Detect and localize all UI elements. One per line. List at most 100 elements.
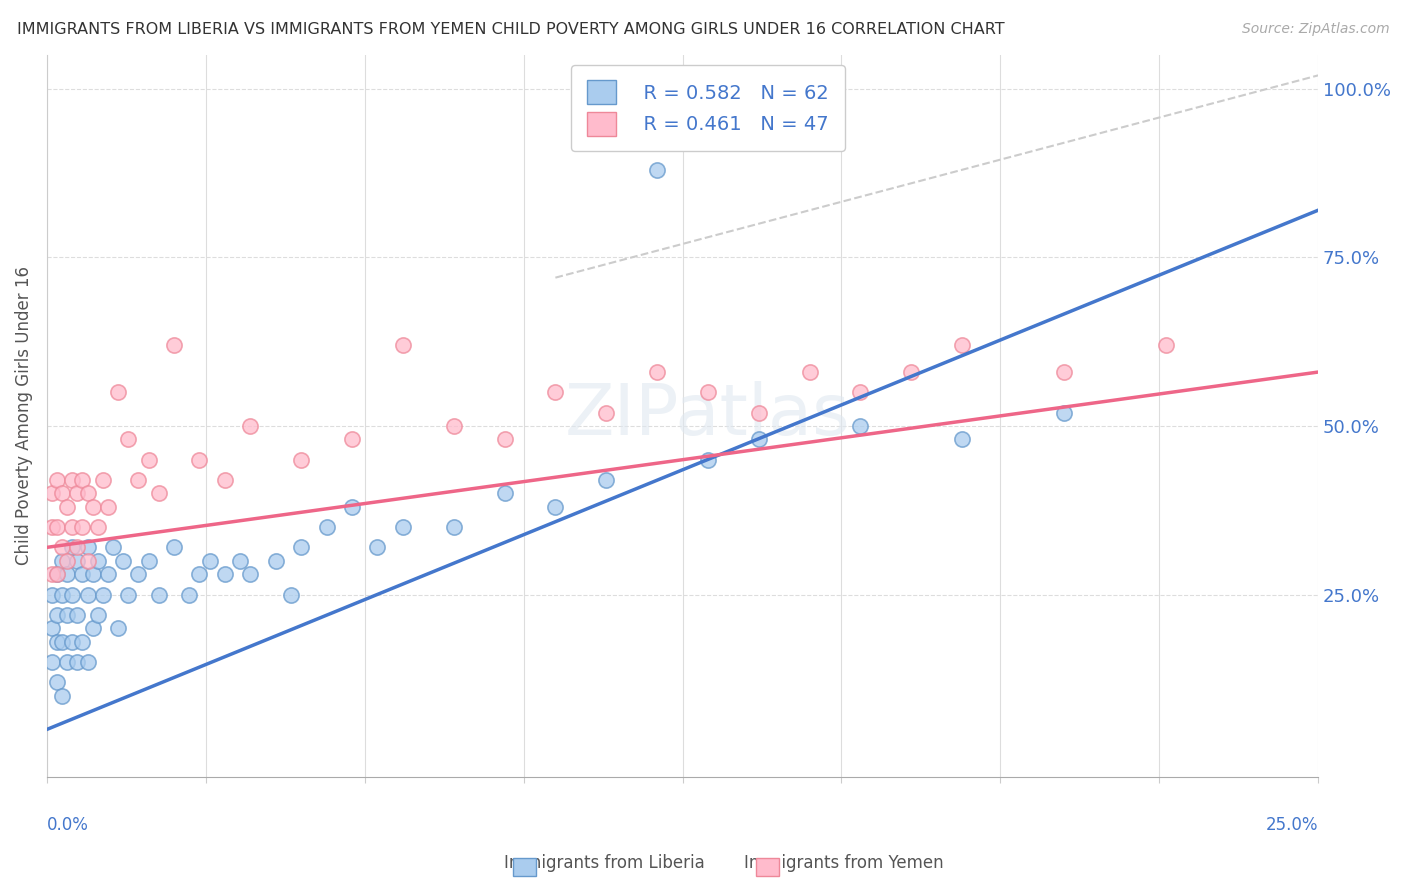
Point [148,486,170,500]
Point [290,541,312,555]
Text: ZIPatlas: ZIPatlas [565,382,851,450]
Point [51,634,73,648]
Point [748,433,770,447]
Point [900,365,922,379]
Text: Immigrants from Liberia: Immigrants from Liberia [505,855,704,872]
Point [443,419,465,434]
Point [72,473,94,487]
Point [51,554,73,568]
Point [41,588,63,602]
Point [66,655,89,669]
Point [138,554,160,568]
Y-axis label: Child Poverty Among Girls Under 16: Child Poverty Among Girls Under 16 [15,267,32,566]
Point [595,405,617,419]
Point [82,567,104,582]
Point [46,675,69,690]
Point [127,567,149,582]
Point [595,473,617,487]
Point [163,338,186,352]
Point [97,500,120,514]
Point [91,473,114,487]
Point [101,541,124,555]
Point [112,554,135,568]
Point [645,162,668,177]
Point [56,500,79,514]
Point [60,634,83,648]
Point [748,405,770,419]
Point [66,541,89,555]
Point [849,419,872,434]
Point [51,689,73,703]
Point [1053,365,1076,379]
Point [179,588,201,602]
Point [849,385,872,400]
Point [340,500,363,514]
Point [76,486,98,500]
Point [264,554,287,568]
Legend:   R = 0.582   N = 62,   R = 0.461   N = 47: R = 0.582 N = 62, R = 0.461 N = 47 [571,65,845,152]
Point [188,452,211,467]
Point [66,607,89,622]
Point [46,520,69,534]
Point [82,500,104,514]
Point [163,541,186,555]
Point [87,520,110,534]
Point [56,554,79,568]
Point [107,385,129,400]
Point [138,452,160,467]
Point [127,473,149,487]
Point [697,385,720,400]
Point [41,520,63,534]
Point [148,588,170,602]
Point [188,567,211,582]
Point [60,541,83,555]
Point [41,567,63,582]
Point [239,567,262,582]
Point [56,607,79,622]
Point [950,338,973,352]
Point [229,554,252,568]
Point [198,554,221,568]
Point [645,365,668,379]
Point [544,385,567,400]
Point [76,554,98,568]
Point [51,588,73,602]
Point [494,486,516,500]
Point [214,473,236,487]
Point [280,588,302,602]
Point [494,433,516,447]
Point [239,419,262,434]
Point [76,655,98,669]
Point [41,621,63,635]
Point [51,541,73,555]
Point [392,338,415,352]
Point [117,588,139,602]
Point [56,567,79,582]
Point [60,588,83,602]
Point [72,520,94,534]
Point [46,607,69,622]
Point [366,541,388,555]
Point [46,567,69,582]
Point [392,520,415,534]
Point [72,567,94,582]
Point [76,541,98,555]
Point [117,433,139,447]
Text: Source: ZipAtlas.com: Source: ZipAtlas.com [1241,22,1389,37]
Point [97,567,120,582]
Point [87,554,110,568]
Point [544,500,567,514]
Text: IMMIGRANTS FROM LIBERIA VS IMMIGRANTS FROM YEMEN CHILD POVERTY AMONG GIRLS UNDER: IMMIGRANTS FROM LIBERIA VS IMMIGRANTS FR… [17,22,1004,37]
Point [1154,338,1177,352]
Point [41,655,63,669]
Text: Immigrants from Yemen: Immigrants from Yemen [744,855,943,872]
Point [315,520,337,534]
Point [41,486,63,500]
Text: 25.0%: 25.0% [1265,816,1319,834]
Point [340,433,363,447]
Point [82,621,104,635]
Point [76,588,98,602]
Point [214,567,236,582]
Point [443,520,465,534]
Point [66,486,89,500]
